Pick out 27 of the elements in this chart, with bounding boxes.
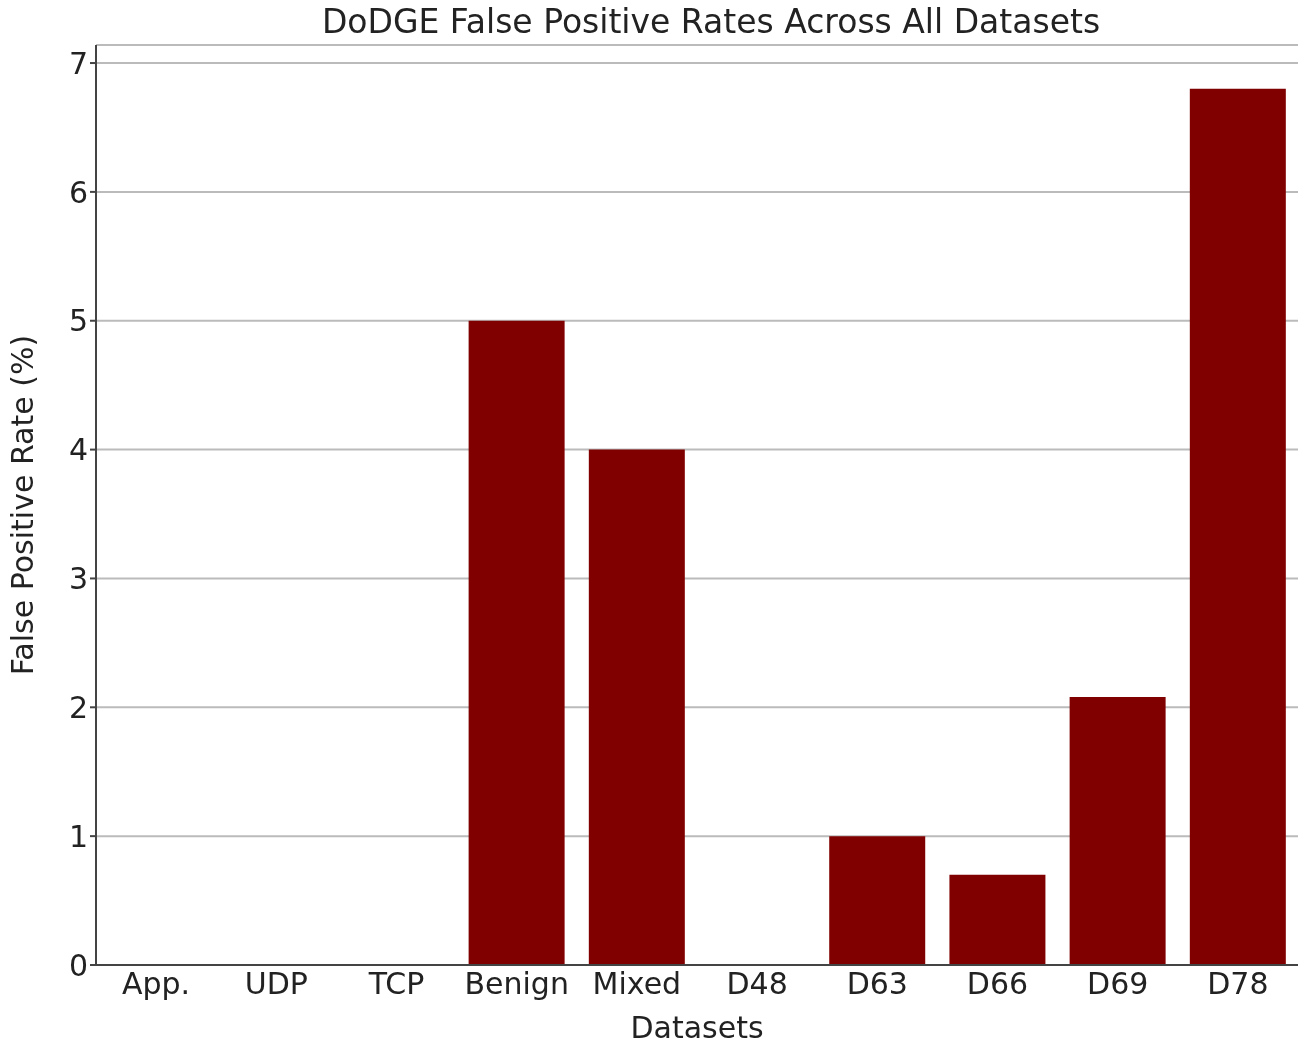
x-tick-label: D66 (966, 966, 1029, 1002)
x-axis-title: Datasets (630, 1010, 764, 1043)
y-tick-label: 2 (68, 689, 88, 725)
x-tick-label: D48 (726, 966, 788, 1002)
x-tick-label: D63 (846, 966, 908, 1002)
y-tick-label: 1 (68, 818, 88, 854)
y-tick-label: 3 (68, 561, 88, 597)
chart-title: DoDGE False Positive Rates Across All Datasets (320, 2, 1102, 41)
bar (1069, 696, 1166, 965)
y-tick-label: 0 (68, 947, 88, 983)
y-tick-label: 7 (68, 45, 88, 81)
y-tick-label: 6 (68, 174, 88, 210)
x-tick-label: UDP (244, 966, 308, 1002)
bar (829, 836, 926, 965)
bar (1189, 88, 1286, 965)
bar (588, 449, 685, 965)
bar (949, 874, 1046, 965)
y-axis-title: False Positive Rate (%) (4, 334, 40, 676)
x-tick-label: D69 (1087, 966, 1149, 1002)
bar (468, 320, 565, 965)
x-tick-label: D78 (1207, 966, 1269, 1002)
x-tick-label: Mixed (592, 966, 682, 1002)
x-tick-label: TCP (367, 966, 425, 1002)
x-tick-label: App. (122, 966, 191, 1002)
x-tick-label: Benign (464, 966, 569, 1002)
y-tick-label: 4 (68, 432, 88, 468)
y-tick-label: 5 (68, 303, 88, 339)
